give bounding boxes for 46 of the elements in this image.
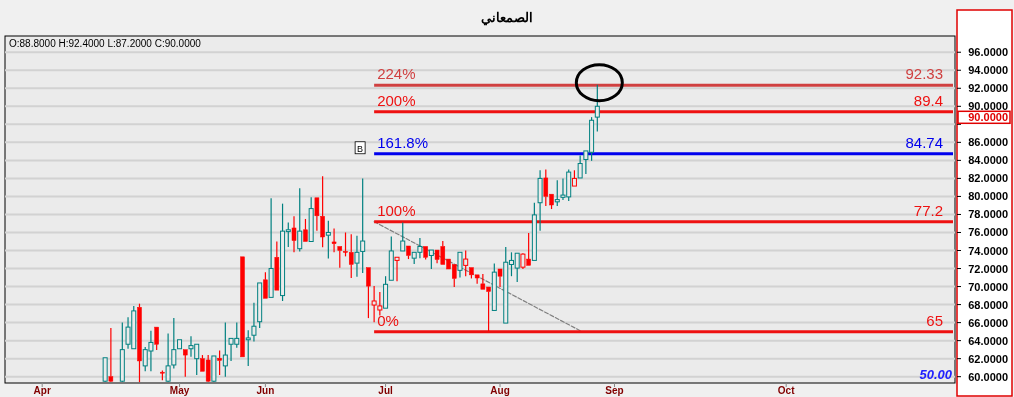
y-tick-label: 74.0000 <box>968 244 1008 257</box>
candlestick <box>537 169 543 232</box>
y-tick-label: 90.0000 <box>968 100 1008 113</box>
y-tick-label: 66.0000 <box>968 316 1008 329</box>
candlestick <box>354 235 360 278</box>
annotation: 161.8% <box>377 133 428 151</box>
y-tick-label: 60.0000 <box>968 370 1008 383</box>
y-tick-label: 62.0000 <box>968 352 1008 365</box>
candlestick <box>108 327 114 382</box>
annotation: O:88.8000 H:92.4000 L:87.2000 C:90.0000 <box>9 38 202 49</box>
candlestick <box>291 215 297 253</box>
x-tick-label: Aug <box>490 385 510 396</box>
ref-line-label: 89.4 <box>913 91 943 109</box>
y-tick-label: 80.0000 <box>968 190 1008 203</box>
candlestick <box>331 227 337 253</box>
x-tick-label: Oct <box>777 385 796 396</box>
ref-line-label: 65 <box>926 311 943 329</box>
candlestick <box>360 177 366 274</box>
annotation: 200% <box>377 91 416 109</box>
y-tick-label: 78.0000 <box>968 208 1008 221</box>
annotation: 224% <box>377 65 416 83</box>
y-tick-label: 70.0000 <box>968 280 1008 293</box>
ref-line-label: 84.74 <box>905 133 943 151</box>
y-tick-label: 84.0000 <box>968 154 1008 167</box>
chart-title: الصمعاني <box>481 10 533 26</box>
annotation: 50.00 <box>919 367 953 382</box>
y-tick-label: 82.0000 <box>968 172 1008 185</box>
ref-line-label: 92.33 <box>905 65 943 83</box>
y-tick-label: 68.0000 <box>968 298 1008 311</box>
y-tick-label: 96.0000 <box>968 46 1008 59</box>
y-tick-label: 94.0000 <box>968 64 1008 77</box>
y-tick-label: 76.0000 <box>968 226 1008 239</box>
y-tick-label: 92.0000 <box>968 82 1008 95</box>
annotation: B <box>357 143 364 154</box>
y-tick-label: 64.0000 <box>968 334 1008 347</box>
annotation: 0% <box>377 311 399 329</box>
y-tick-label: 72.0000 <box>968 262 1008 275</box>
x-tick-label: Jun <box>256 385 275 396</box>
x-tick-label: Sep <box>605 385 624 396</box>
annotation: 100% <box>377 201 416 219</box>
candlestick <box>251 302 257 343</box>
x-tick-label: May <box>169 385 190 396</box>
ref-line-label: 77.2 <box>913 201 943 219</box>
y-tick-label: 86.0000 <box>968 136 1008 149</box>
x-tick-label: Jul <box>378 385 394 396</box>
x-tick-label: Apr <box>33 385 51 396</box>
